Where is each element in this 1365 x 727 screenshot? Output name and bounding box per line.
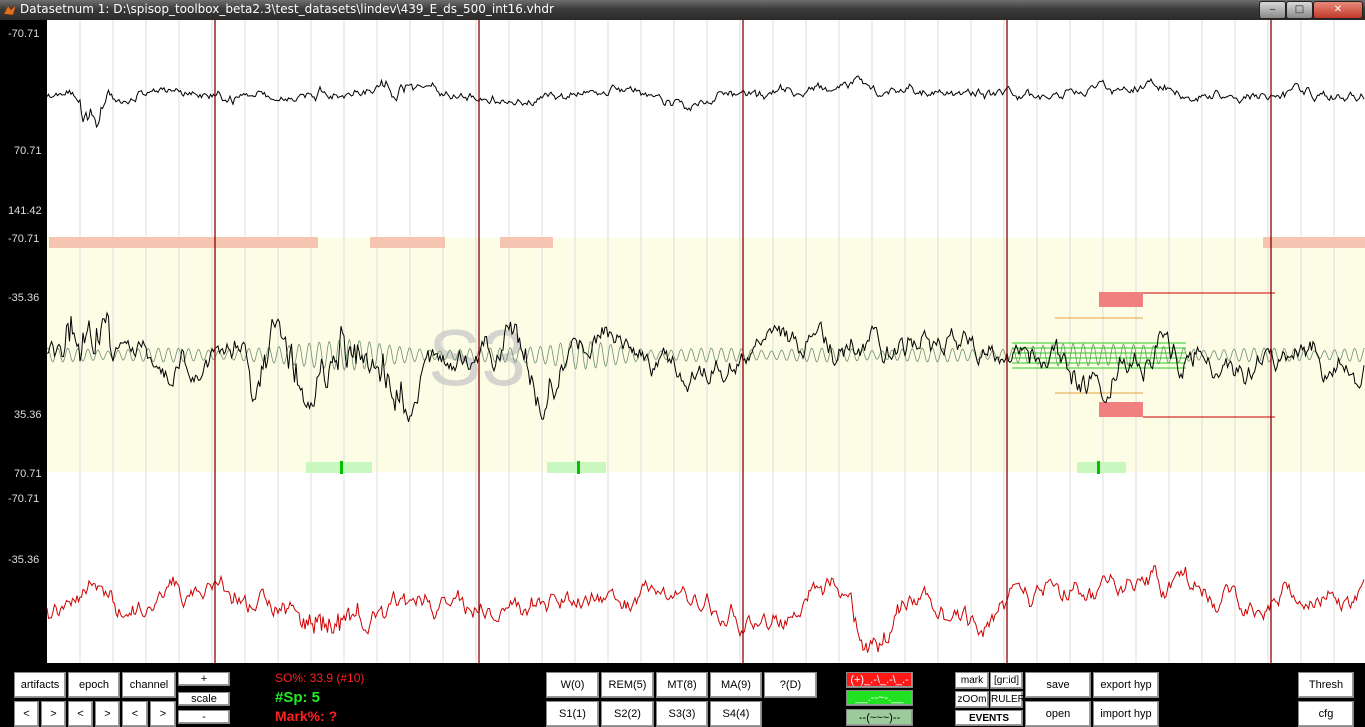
- channel-3-trace: [46, 565, 1365, 653]
- events-button[interactable]: EVENTS: [955, 710, 1023, 726]
- event-other-button[interactable]: --(~~~)--: [846, 709, 913, 726]
- spindle-center-mark: [1097, 461, 1100, 474]
- stage-unknown-button[interactable]: ?(D): [764, 672, 817, 698]
- eeg-plot-area[interactable]: S3 -70.71 70.71 141.42 -70.71 -35.36 35.…: [0, 20, 1365, 663]
- threshold-box-upper: [1099, 292, 1143, 307]
- grid-button[interactable]: [gr:id]: [990, 672, 1023, 689]
- spindle-count-readout: #Sp: 5: [275, 689, 321, 706]
- ch1-tick-label: -70.71: [8, 28, 39, 40]
- maximize-button[interactable]: □: [1286, 1, 1313, 19]
- stage-ma-button[interactable]: MA(9): [710, 672, 762, 698]
- artifact-markers: [49, 237, 1365, 248]
- open-button[interactable]: open: [1025, 701, 1091, 727]
- ch2-tick-label: 70.71: [14, 468, 42, 480]
- matlab-icon: [3, 4, 17, 16]
- scale-up-button[interactable]: +: [178, 672, 230, 686]
- channel-button[interactable]: channel: [122, 672, 176, 698]
- spindle-marker: [306, 462, 372, 473]
- cfg-button[interactable]: cfg: [1298, 701, 1354, 727]
- artifact-next-button[interactable]: >: [41, 701, 66, 727]
- thresh-button[interactable]: Thresh: [1298, 672, 1354, 698]
- stage-s2-button[interactable]: S2(2): [601, 701, 654, 727]
- save-button[interactable]: save: [1025, 672, 1091, 698]
- event-spindle-button[interactable]: __.--~-.__: [846, 690, 913, 706]
- event-so-button[interactable]: (+)_.-\_.-\_.-: [846, 672, 913, 688]
- ch2-tick-label: -70.71: [8, 233, 39, 245]
- stage-s1-button[interactable]: S1(1): [546, 701, 599, 727]
- ruler-button[interactable]: RULER: [990, 691, 1025, 708]
- ch2-tick-label: -35.36: [8, 292, 39, 304]
- channel-prev-button[interactable]: <: [122, 701, 148, 727]
- title-bar: Datasetnum 1: D:\spisop_toolbox_beta2.3\…: [0, 0, 1365, 20]
- spindle-marker: [547, 462, 606, 473]
- control-panel: artifacts epoch channel + scale - < > < …: [0, 663, 1365, 727]
- epoch-next-button[interactable]: >: [95, 701, 120, 727]
- import-hyp-button[interactable]: import hyp: [1093, 701, 1159, 727]
- epoch-prev-button[interactable]: <: [68, 701, 93, 727]
- channel-next-button[interactable]: >: [150, 701, 176, 727]
- fitted-wave-trace: [46, 338, 1365, 371]
- stage-rem-button[interactable]: REM(5): [601, 672, 654, 698]
- ch3-tick-label: -35.36: [8, 554, 39, 566]
- ch1-tick-label: 70.71: [14, 145, 42, 157]
- so-percent-readout: SO%: 33.9 (#10): [275, 671, 365, 685]
- artifacts-button[interactable]: artifacts: [14, 672, 66, 698]
- stage-s3-button[interactable]: S3(3): [656, 701, 708, 727]
- artifact-marker: [500, 237, 553, 248]
- artifact-marker: [1263, 237, 1365, 248]
- export-hyp-button[interactable]: export hyp: [1093, 672, 1159, 698]
- channel-1-trace: [46, 75, 1365, 129]
- window-title: Datasetnum 1: D:\spisop_toolbox_beta2.3\…: [20, 2, 554, 16]
- ch1-tick-label: 141.42: [8, 205, 42, 217]
- artifact-prev-button[interactable]: <: [14, 701, 39, 727]
- scale-down-button[interactable]: -: [178, 710, 230, 724]
- artifact-marker: [370, 237, 445, 248]
- ch3-tick-label: -70.71: [8, 493, 39, 505]
- eeg-plot-svg[interactable]: S3 -70.71 70.71 141.42 -70.71 -35.36 35.…: [0, 20, 1365, 663]
- epoch-lines: [214, 20, 1272, 663]
- threshold-box-lower: [1099, 402, 1143, 417]
- spindle-center-mark: [340, 461, 343, 474]
- epoch-button[interactable]: epoch: [68, 672, 120, 698]
- ch2-tick-label: 35.36: [14, 409, 42, 421]
- close-button[interactable]: ✕: [1313, 1, 1363, 19]
- mark-percent-readout: Mark%: ?: [275, 708, 338, 724]
- y-axis-labels: -70.71 70.71 141.42 -70.71 -35.36 35.36 …: [8, 28, 42, 566]
- minimize-button[interactable]: ‒: [1259, 1, 1286, 19]
- stage-w-button[interactable]: W(0): [546, 672, 599, 698]
- artifact-marker: [49, 237, 318, 248]
- grid-lines: [79, 20, 1335, 663]
- spindle-markers: [306, 461, 1126, 474]
- scale-label-button[interactable]: scale: [178, 692, 230, 706]
- spindle-marker: [1077, 462, 1126, 473]
- zoom-button[interactable]: zOOm: [955, 691, 989, 708]
- spindle-center-mark: [577, 461, 580, 474]
- mark-button[interactable]: mark: [955, 672, 989, 689]
- channel-2-trace: [46, 311, 1365, 423]
- stage-mt-button[interactable]: MT(8): [656, 672, 708, 698]
- stage-s4-button[interactable]: S4(4): [710, 701, 762, 727]
